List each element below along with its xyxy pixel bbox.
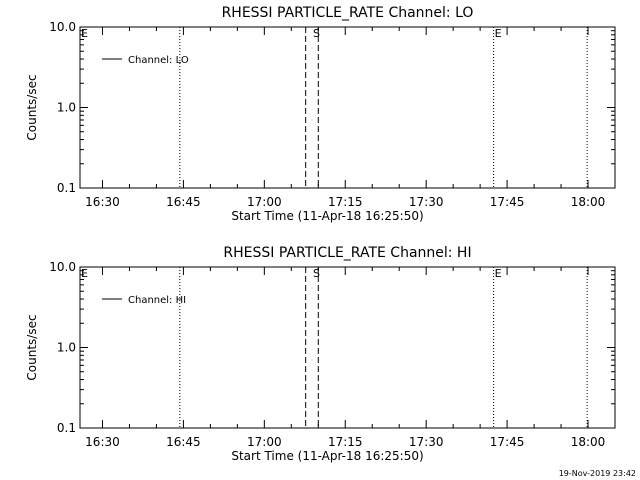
chart-0-title: RHESSI PARTICLE_RATE Channel: LO [222,5,474,21]
chart-1-marker-label: E [81,267,88,280]
chart-0-xtick-label: 16:45 [166,195,201,209]
chart-1-xtick-label: 16:45 [166,435,201,449]
chart-1-ylabel: Counts/sec [25,314,39,380]
chart-0-xtick-label: 17:15 [328,195,363,209]
chart-1-xtick-label: 17:15 [328,435,363,449]
chart-1-xtick-label: 18:00 [571,435,606,449]
chart-0-xtick-label: 16:30 [85,195,120,209]
chart-1-xtick-label: 16:30 [85,435,120,449]
chart-0: RHESSI PARTICLE_RATE Channel: LO 0.1 1.0 10… [25,5,616,223]
chart-0-xtick-label: 17:00 [247,195,282,209]
chart-1-xtick-label: 17:45 [490,435,525,449]
chart-0-ytick-label: 1.0 [57,101,76,115]
chart-0-xtick-label: 18:00 [571,195,606,209]
footer-timestamp: 19-Nov-2019 23:42 [559,469,636,478]
chart-0-legend-label: Channel: LO [128,55,189,66]
chart-1-marker-label: S [313,267,320,280]
chart-1-title: RHESSI PARTICLE_RATE Channel: HI [223,245,471,261]
chart-0-marker-label: S [313,27,320,40]
chart-1-ytick-label: 1.0 [57,341,76,355]
chart-0-ylabel: Counts/sec [25,74,39,140]
chart-1-legend-label: Channel: HI [128,295,186,306]
chart-1-ytick-label: 10.0 [49,260,76,274]
chart-1-xtick-label: 17:30 [409,435,444,449]
chart-1-xtick-label: 17:00 [247,435,282,449]
chart-1-marker-label: E [495,267,502,280]
chart-0-xtick-label: 17:30 [409,195,444,209]
chart-0-ytick-label: 0.1 [57,181,76,195]
chart-1-xlabel: Start Time (11-Apr-18 16:25:50) [231,449,423,463]
chart-1: RHESSI PARTICLE_RATE Channel: HI 0.1 1.0 10… [25,245,616,463]
chart-0-marker-label: E [495,27,502,40]
chart-0-frame [79,26,616,189]
chart-1-ytick-label: 0.1 [57,421,76,435]
chart-0-xlabel: Start Time (11-Apr-18 16:25:50) [231,209,423,223]
chart-0-ytick-label: 10.0 [49,20,76,34]
chart-0-marker-label: E [81,27,88,40]
chart-0-xtick-label: 17:45 [490,195,525,209]
chart-1-frame [79,266,616,429]
